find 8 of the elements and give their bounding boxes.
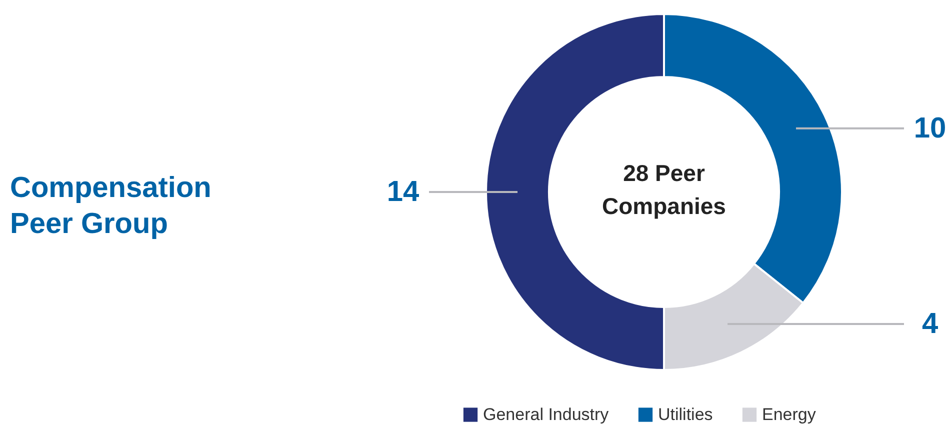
text: Compensation Peer Group: [10, 171, 212, 242]
legend-label: Energy: [762, 404, 816, 424]
data-label: 10: [914, 112, 946, 144]
legend-label: General Industry: [483, 404, 610, 424]
legend-label: Utilities: [658, 404, 713, 424]
data-label: 14: [386, 176, 420, 208]
data-label: 4: [922, 308, 938, 340]
text: 28 Peer Companies: [601, 159, 727, 221]
